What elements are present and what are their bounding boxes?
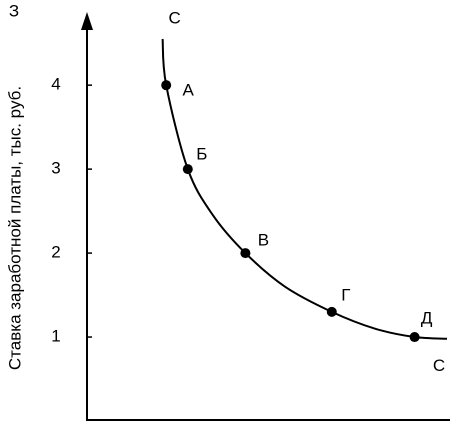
y-axis-top-label: З [9,1,19,20]
point [409,332,420,343]
point-label: Б [196,145,207,164]
point-label: Д [421,309,433,328]
point-label: Г [341,285,350,304]
point [240,248,251,259]
y-tick-label: 3 [51,159,60,178]
point-label: В [258,231,269,250]
y-tick-label: 1 [51,327,60,346]
y-axis-arrow [81,12,93,30]
curve-label: С [168,8,180,27]
point [182,164,193,175]
y-tick-label: 2 [51,243,60,262]
curve [161,38,448,340]
point-label: А [183,81,195,100]
y-tick-label: 4 [51,75,60,94]
point [161,80,172,91]
point [326,306,337,317]
curve-label: С [433,356,445,375]
y-axis-label: Ставка заработной платы, тыс. руб. [5,86,24,370]
